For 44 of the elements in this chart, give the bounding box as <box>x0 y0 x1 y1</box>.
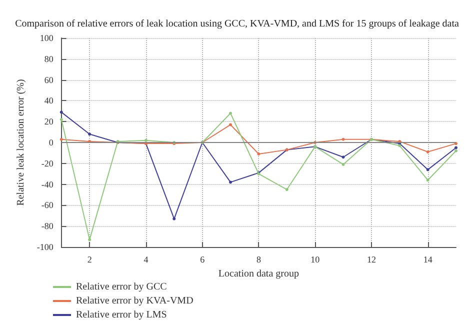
x-tick-label: 4 <box>144 254 149 264</box>
point <box>342 156 345 159</box>
y-tick-label: 0 <box>48 138 54 148</box>
y-tick-label: -20 <box>41 158 54 168</box>
legend-label: Relative error by KVA-VMD <box>76 296 194 306</box>
point <box>426 150 430 154</box>
y-tick-label: -40 <box>41 179 54 190</box>
point <box>342 138 345 141</box>
chart-title: Comparison of relative errors of leak location using GCC, KVA-VMD, and LMS for 15 groups of leakage data <box>15 18 460 30</box>
point <box>88 132 92 136</box>
y-tick-label: 60 <box>44 74 54 85</box>
point <box>229 180 232 184</box>
y-tick-label: -100 <box>36 242 54 252</box>
point <box>454 149 458 152</box>
line-series <box>60 112 458 242</box>
y-tick-label: 20 <box>44 116 54 127</box>
point <box>144 138 148 142</box>
legend-label: Relative error by GCC <box>76 282 168 292</box>
x-tick-label: 2 <box>87 254 92 264</box>
point <box>229 123 232 126</box>
point <box>88 238 92 242</box>
y-tick-label: 80 <box>44 54 54 64</box>
point <box>426 178 430 182</box>
point <box>257 152 260 156</box>
y-tick-label: -80 <box>41 221 54 232</box>
x-axis-title: Location data group <box>218 268 299 280</box>
x-tick-label: 14 <box>423 254 433 264</box>
x-tick-label: 6 <box>200 254 206 264</box>
point <box>285 188 288 192</box>
point <box>229 112 232 115</box>
y-axis-title: Relative leak location error (%) <box>16 79 26 206</box>
point <box>60 110 63 114</box>
point <box>60 138 63 141</box>
point <box>342 162 345 166</box>
point <box>60 118 63 122</box>
x-tick-label: 12 <box>366 254 376 264</box>
x-tick-label: 8 <box>256 254 262 264</box>
y-tick-label: 100 <box>40 33 54 43</box>
x-tick-label: 10 <box>310 254 320 264</box>
y-tick-label: 40 <box>44 96 54 106</box>
point <box>454 146 458 150</box>
point <box>426 168 430 172</box>
y-tick-label: -60 <box>41 200 54 210</box>
legend-label: Relative error by LMS <box>76 310 167 320</box>
